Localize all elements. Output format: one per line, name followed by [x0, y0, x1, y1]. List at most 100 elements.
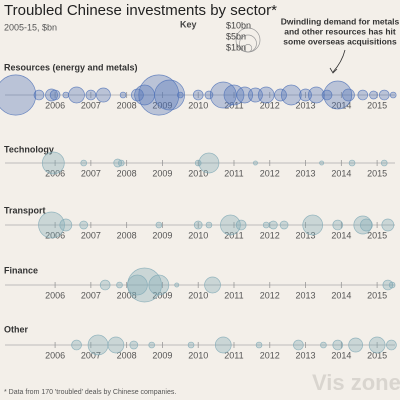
x-tick-label: 2008	[117, 100, 137, 110]
bubble	[342, 88, 355, 102]
x-tick-label: 2015	[367, 168, 387, 178]
x-tick-label: 2008	[117, 230, 137, 240]
x-tick-label: 2006	[45, 230, 65, 240]
bubble	[378, 89, 390, 101]
bubble	[279, 220, 289, 230]
bubble	[62, 91, 70, 99]
x-tick-label: 2011	[224, 168, 243, 178]
bubble	[177, 91, 184, 99]
bubble	[381, 218, 395, 232]
bubble	[204, 276, 221, 294]
bubble	[154, 79, 185, 111]
x-tick-label: 2009	[152, 100, 172, 110]
bubble	[220, 214, 241, 236]
bubble	[204, 90, 214, 100]
x-tick-label: 2007	[81, 100, 101, 110]
annotation-arrowhead	[329, 67, 338, 74]
x-tick-label: 2009	[152, 230, 172, 240]
x-tick-label: 2007	[81, 290, 101, 300]
bubble	[59, 218, 73, 232]
bubble	[116, 281, 123, 289]
bubble	[71, 339, 82, 351]
bubble	[348, 337, 363, 353]
x-tick-label: 2008	[117, 168, 137, 178]
row-label: Finance	[4, 265, 38, 275]
bubble	[269, 220, 278, 230]
x-tick-label: 2009	[152, 290, 172, 300]
bubble	[129, 340, 139, 350]
x-tick-label: 2013	[296, 230, 316, 240]
x-tick-label: 2013	[296, 100, 316, 110]
x-tick-label: 2011	[224, 100, 243, 110]
bubble	[193, 220, 203, 230]
bubble	[223, 84, 245, 106]
bubble	[41, 151, 65, 175]
bubble	[96, 87, 111, 103]
bubble	[389, 91, 397, 99]
annotation-arrow	[332, 49, 346, 73]
bubble	[369, 90, 378, 100]
x-tick-label: 2011	[224, 350, 243, 360]
bubble	[148, 341, 155, 349]
bubble	[332, 219, 344, 231]
annotation: some overseas acquisitions	[283, 36, 397, 46]
bubble	[386, 339, 397, 351]
x-tick-label: 2006	[45, 100, 65, 110]
bubble	[68, 86, 85, 104]
x-tick-label: 2010	[188, 230, 208, 240]
bubble	[79, 220, 89, 230]
key-circle	[243, 44, 253, 53]
x-tick-label: 2008	[117, 350, 137, 360]
x-tick-label: 2010	[188, 168, 208, 178]
watermark: Vis zone	[312, 370, 400, 395]
bubble	[262, 221, 270, 229]
bubble	[302, 214, 324, 236]
x-tick-label: 2014	[331, 100, 351, 110]
bubble	[194, 159, 202, 167]
key-label: $1bn	[226, 42, 246, 52]
bubble	[348, 159, 356, 167]
x-tick-label: 2010	[188, 100, 208, 110]
x-tick-label: 2007	[81, 168, 101, 178]
bubble	[187, 341, 195, 349]
bubble	[214, 336, 232, 354]
bubble	[380, 159, 388, 167]
chart-title: Troubled Chinese investments by sector*	[4, 2, 277, 19]
bubble	[360, 218, 373, 232]
bubble	[99, 279, 111, 291]
row-label: Transport	[4, 205, 46, 215]
bubble	[255, 341, 263, 349]
x-tick-label: 2006	[45, 290, 65, 300]
row-label: Resources (energy and metals)	[4, 62, 138, 72]
bubble	[33, 89, 45, 101]
x-tick-label: 2014	[331, 290, 351, 300]
bubble	[107, 336, 125, 354]
x-tick-label: 2012	[260, 100, 280, 110]
annotation: Dwindling demand for metals	[281, 16, 400, 26]
x-tick-label: 2012	[260, 230, 280, 240]
footnote: * Data from 170 'troubled' deals by Chin…	[4, 389, 176, 396]
bubble	[87, 334, 109, 356]
bubble	[192, 89, 204, 101]
bubble	[319, 160, 325, 166]
bubble	[274, 88, 287, 102]
x-tick-label: 2014	[331, 230, 351, 240]
bubble	[253, 160, 258, 166]
x-tick-label: 2011	[224, 230, 243, 240]
bubble	[236, 86, 254, 104]
bubble	[131, 88, 144, 102]
x-tick-label: 2015	[367, 350, 387, 360]
bubble	[155, 221, 163, 229]
bubble	[205, 221, 213, 229]
row-label: Other	[4, 324, 29, 334]
bubble	[85, 89, 97, 101]
bubble	[38, 211, 65, 239]
bubble	[332, 339, 344, 351]
bubble	[174, 282, 180, 288]
x-tick-label: 2007	[81, 350, 101, 360]
bubble	[117, 159, 125, 167]
x-tick-label: 2015	[367, 100, 387, 110]
bubble	[320, 341, 327, 349]
bubble	[80, 159, 88, 167]
